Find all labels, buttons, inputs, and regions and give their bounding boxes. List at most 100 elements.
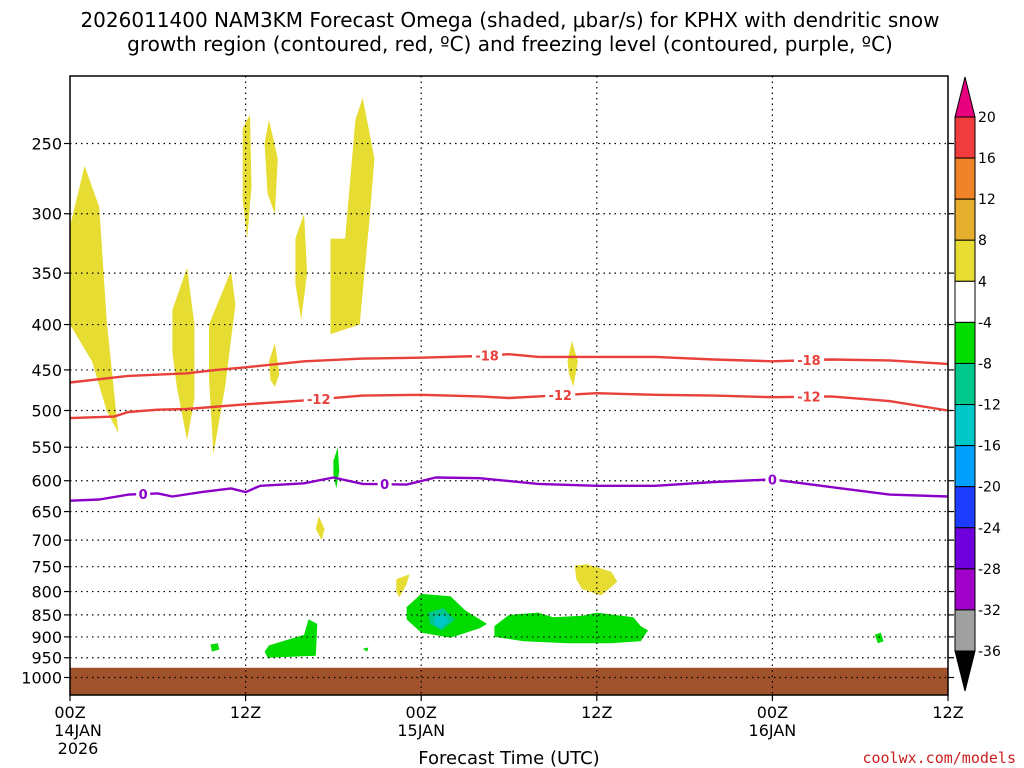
omega-shaded-region [330,97,375,335]
colorbar-bin [954,239,976,282]
colorbar-bin [954,609,976,652]
grid-layer [69,76,948,695]
y-tick-label: 850 [31,606,62,625]
colorbar-tick-label: -36 [978,644,1001,660]
y-axis: 250 300 350 400 450 500 550 600 650 700 750 800 850 9… [21,135,954,688]
colorbar-tick-label: -24 [978,521,1001,537]
title-line-2: growth region (contoured, red, ºC) and f… [127,32,893,56]
colorbar-tick-label: -28 [978,562,1001,578]
x-tick-label: 12Z [932,703,963,722]
omega-shaded-region [210,643,220,652]
colorbar-tick-label: -32 [978,603,1001,619]
y-tick-label: 1000 [21,669,62,688]
contour-line [69,392,949,420]
colorbar-tick-label: -16 [978,439,1001,455]
contour-label: -12 [797,391,821,406]
omega-shaded-region [333,447,340,489]
x-tick-label: 00Z [406,703,437,722]
x-tick-label: 16JAN [749,721,797,740]
colorbar-tick-label: 8 [978,233,987,249]
omega-shaded-region [874,632,884,644]
y-tick-label: 400 [31,316,62,335]
contour-label: -18 [797,354,821,369]
colorbar-bin [954,486,976,529]
x-tick-label: 00Z [54,703,85,722]
chart-title: 2026011400 NAM3KM Forecast Omega (shaded… [80,8,939,56]
colorbar-tick-label: -20 [978,480,1001,496]
colorbar-tick-label: 20 [978,110,996,126]
colorbar-bin [954,157,976,200]
omega-shaded-region [172,267,195,441]
y-tick-label: 350 [31,264,62,283]
y-tick-label: 550 [31,438,62,457]
contour-label-bg [545,387,576,404]
contour-label-bg [793,388,824,405]
contour-label-bg [793,352,824,369]
x-tick-label: 14JAN [54,721,102,740]
contour-label: 0 [380,478,389,493]
omega-shaded-region [396,574,410,598]
contour-label-bg [303,391,334,408]
colorbar-bin [954,362,976,406]
contour-label-bg [765,471,780,488]
colorbar-under-triangle [954,650,976,692]
x-tick-label: 12Z [230,703,261,722]
y-tick-label: 500 [31,402,62,421]
contour-line [69,476,949,502]
colorbar-tick-label: -8 [978,356,992,372]
plot-frame [69,75,949,696]
omega-shading-layer [70,97,884,658]
omega-shaded-region [242,114,252,239]
colorbar-bin [954,445,976,488]
credit-text: coolwx.com/models [862,749,1016,767]
omega-shaded-region [264,619,318,658]
y-tick-label: 950 [31,649,62,668]
y-tick-label: 250 [31,135,62,154]
y-tick-label: 900 [31,628,62,647]
y-tick-label: 700 [31,531,62,550]
contour-label: 0 [139,488,148,503]
x-tick-label: 00Z [757,703,788,722]
y-tick-label: 800 [31,583,62,602]
colorbar-tick-label: 12 [978,192,996,208]
omega-shaded-region [494,612,648,644]
omega-shaded-region [315,516,325,541]
contour-label: -18 [475,350,499,365]
colorbar-bin [954,527,976,570]
colorbar-bin [954,404,976,447]
colorbar-bin [954,198,976,241]
ground-layer [70,667,948,695]
y-tick-label: 750 [31,558,62,577]
colorbar-tick-label: 4 [978,274,987,290]
omega-shaded-region [264,119,278,214]
contour-label: -12 [307,393,331,408]
contour-layer: -18 -18 -12 -12 -12 0 0 0 [69,347,949,503]
contour-label-bg [136,485,151,502]
omega-shaded-region [70,165,119,433]
title-line-1: 2026011400 NAM3KM Forecast Omega (shaded… [80,8,939,32]
contour-label-bg [377,476,392,493]
colorbar-over-triangle [954,76,976,118]
omega-shaded-region [574,564,618,596]
x-axis-label: Forecast Time (UTC) [418,748,599,768]
contour-label: -12 [548,389,572,404]
omega-shaded-region [362,647,369,652]
colorbar-bin [954,568,976,611]
ground-fill [70,667,948,695]
contour-label-bg [472,347,503,364]
colorbar-tick-label: -4 [978,315,992,331]
x-tick-label: 15JAN [397,721,445,740]
y-tick-label: 600 [31,472,62,491]
omega-shaded-region [434,614,449,629]
colorbar-bin [954,116,976,159]
x-tick-label: 12Z [581,703,612,722]
omega-shaded-region [295,213,308,320]
x-tick-label: 2026 [58,739,99,758]
colorbar-bin [954,280,976,323]
colorbar: 20 16 12 8 4 -4 -8 -12 -16 -20 -24 -28 -32 -36 [954,76,1001,692]
y-tick-label: 450 [31,361,62,380]
y-tick-label: 300 [31,205,62,224]
contour-label: 0 [768,473,777,488]
